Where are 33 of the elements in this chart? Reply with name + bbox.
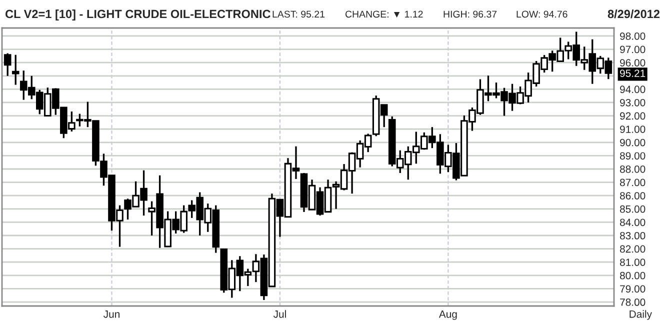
- y-tick-label: 86.00: [620, 192, 646, 200]
- candlestick: [12, 54, 20, 86]
- y-tick-label: 94.00: [620, 86, 646, 94]
- y-tick-label: 93.00: [620, 98, 646, 106]
- text: CHANGE: ▼ 1.12: [345, 10, 423, 18]
- text: Daily: [630, 310, 652, 320]
- y-tick-label: 90.00: [620, 138, 646, 146]
- y-tick-label: 82.00: [620, 245, 646, 253]
- candlestick: [4, 52, 12, 77]
- y-tick-label: 84.00: [620, 218, 646, 226]
- y-tick-label: 95.21: [620, 70, 646, 77]
- y-tick-label: 85.00: [620, 205, 646, 213]
- y-tick-label: 83.00: [620, 232, 646, 240]
- y-tick-label: 97.00: [620, 46, 646, 54]
- y-tick-label: 98.00: [620, 32, 646, 40]
- y-tick-label: 92.00: [620, 112, 646, 120]
- x-tick-label: Jul: [273, 310, 286, 318]
- y-tick-label: 88.00: [620, 165, 646, 173]
- text: LAST: 95.21: [272, 10, 324, 18]
- y-tick-label: 80.00: [620, 272, 646, 280]
- x-tick-label: Jun: [104, 310, 120, 318]
- x-tick-label: Aug: [438, 310, 457, 320]
- y-tick-label: 78.00: [620, 298, 646, 306]
- y-tick-label: 79.00: [620, 285, 646, 293]
- y-tick-label: 87.00: [620, 178, 646, 186]
- y-tick-label: 89.00: [620, 152, 646, 160]
- text: 8/29/2012: [608, 10, 660, 18]
- y-tick-label: 96.00: [620, 59, 646, 66]
- y-tick-label: 91.00: [620, 126, 646, 133]
- chart-title: CL V2=1 [10] - LIGHT CRUDE OIL-ELECTRONIC: [5, 10, 270, 20]
- text: HIGH: 96.37: [444, 10, 497, 18]
- y-tick-label: 81.00: [620, 258, 646, 266]
- text: LOW: 94.76: [516, 10, 568, 18]
